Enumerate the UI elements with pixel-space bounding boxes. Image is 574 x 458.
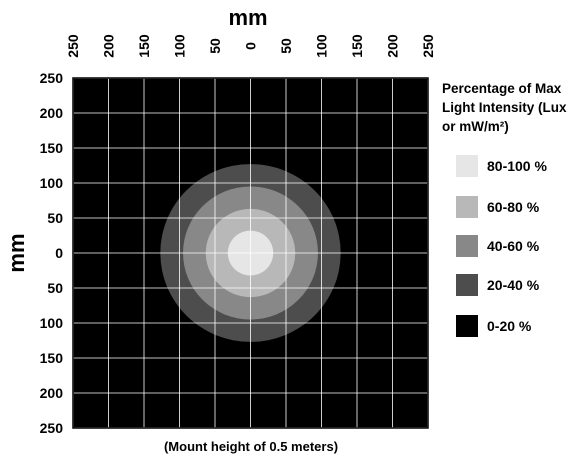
legend-item-40-60: 40-60 %	[456, 235, 574, 257]
y-tick-label: 250	[40, 70, 64, 86]
x-tick-label: 0	[243, 42, 259, 50]
legend-item-80-100: 80-100 %	[456, 155, 574, 177]
y-tick-label: 150	[40, 140, 64, 156]
x-tick-label: 250	[420, 34, 436, 58]
x-tick-label: 100	[314, 34, 330, 58]
x-tick-label: 100	[172, 34, 188, 58]
legend-label: 40-60 %	[487, 238, 540, 254]
legend-item-0-20: 0-20 %	[456, 315, 574, 337]
x-tick-label: 150	[349, 34, 365, 58]
x-tick-labels: 250 200 150 100 50 0 50 100 150 200 250	[65, 34, 436, 58]
legend-label: 20-40 %	[487, 277, 540, 293]
y-tick-label: 100	[40, 175, 64, 191]
x-tick-label: 50	[278, 38, 294, 54]
legend-swatch	[456, 155, 478, 177]
x-tick-label: 50	[207, 38, 223, 54]
y-tick-label: 200	[40, 105, 64, 121]
x-tick-label: 200	[385, 34, 401, 58]
legend-swatch	[456, 315, 478, 337]
y-tick-labels: 250 200 150 100 50 0 50 100 150 200 250	[40, 70, 64, 436]
x-tick-label: 150	[136, 34, 152, 58]
legend-title: Percentage of Max Light Intensity (Lux o…	[442, 79, 574, 136]
y-tick-label: 50	[47, 280, 63, 296]
legend-title-line-1: Percentage of Max	[442, 81, 562, 96]
legend-label: 80-100 %	[487, 158, 547, 174]
x-tick-label: 250	[65, 34, 81, 58]
plot-border	[72, 77, 429, 429]
grid-lines	[72, 77, 429, 429]
y-tick-label: 100	[40, 315, 64, 331]
legend-swatch	[456, 196, 478, 218]
y-tick-label: 150	[40, 350, 64, 366]
legend-item-20-40: 20-40 %	[456, 274, 574, 296]
legend-label: 0-20 %	[487, 318, 532, 334]
y-tick-label: 50	[47, 210, 63, 226]
legend-item-60-80: 60-80 %	[456, 196, 574, 218]
y-tick-label: 250	[40, 420, 64, 436]
y-tick-label: 0	[55, 245, 63, 261]
legend-title-line-3: or mW/m²)	[442, 119, 509, 134]
y-axis-title: mm	[4, 233, 29, 272]
legend-swatch	[456, 235, 478, 257]
x-axis-title: mm	[228, 5, 267, 30]
legend-title-line-2: Light Intensity (Lux	[442, 100, 567, 115]
legend-swatch	[456, 274, 478, 296]
footer-note: (Mount height of 0.5 meters)	[164, 439, 338, 454]
y-tick-label: 200	[40, 385, 64, 401]
x-tick-label: 200	[101, 34, 117, 58]
legend-label: 60-80 %	[487, 199, 540, 215]
